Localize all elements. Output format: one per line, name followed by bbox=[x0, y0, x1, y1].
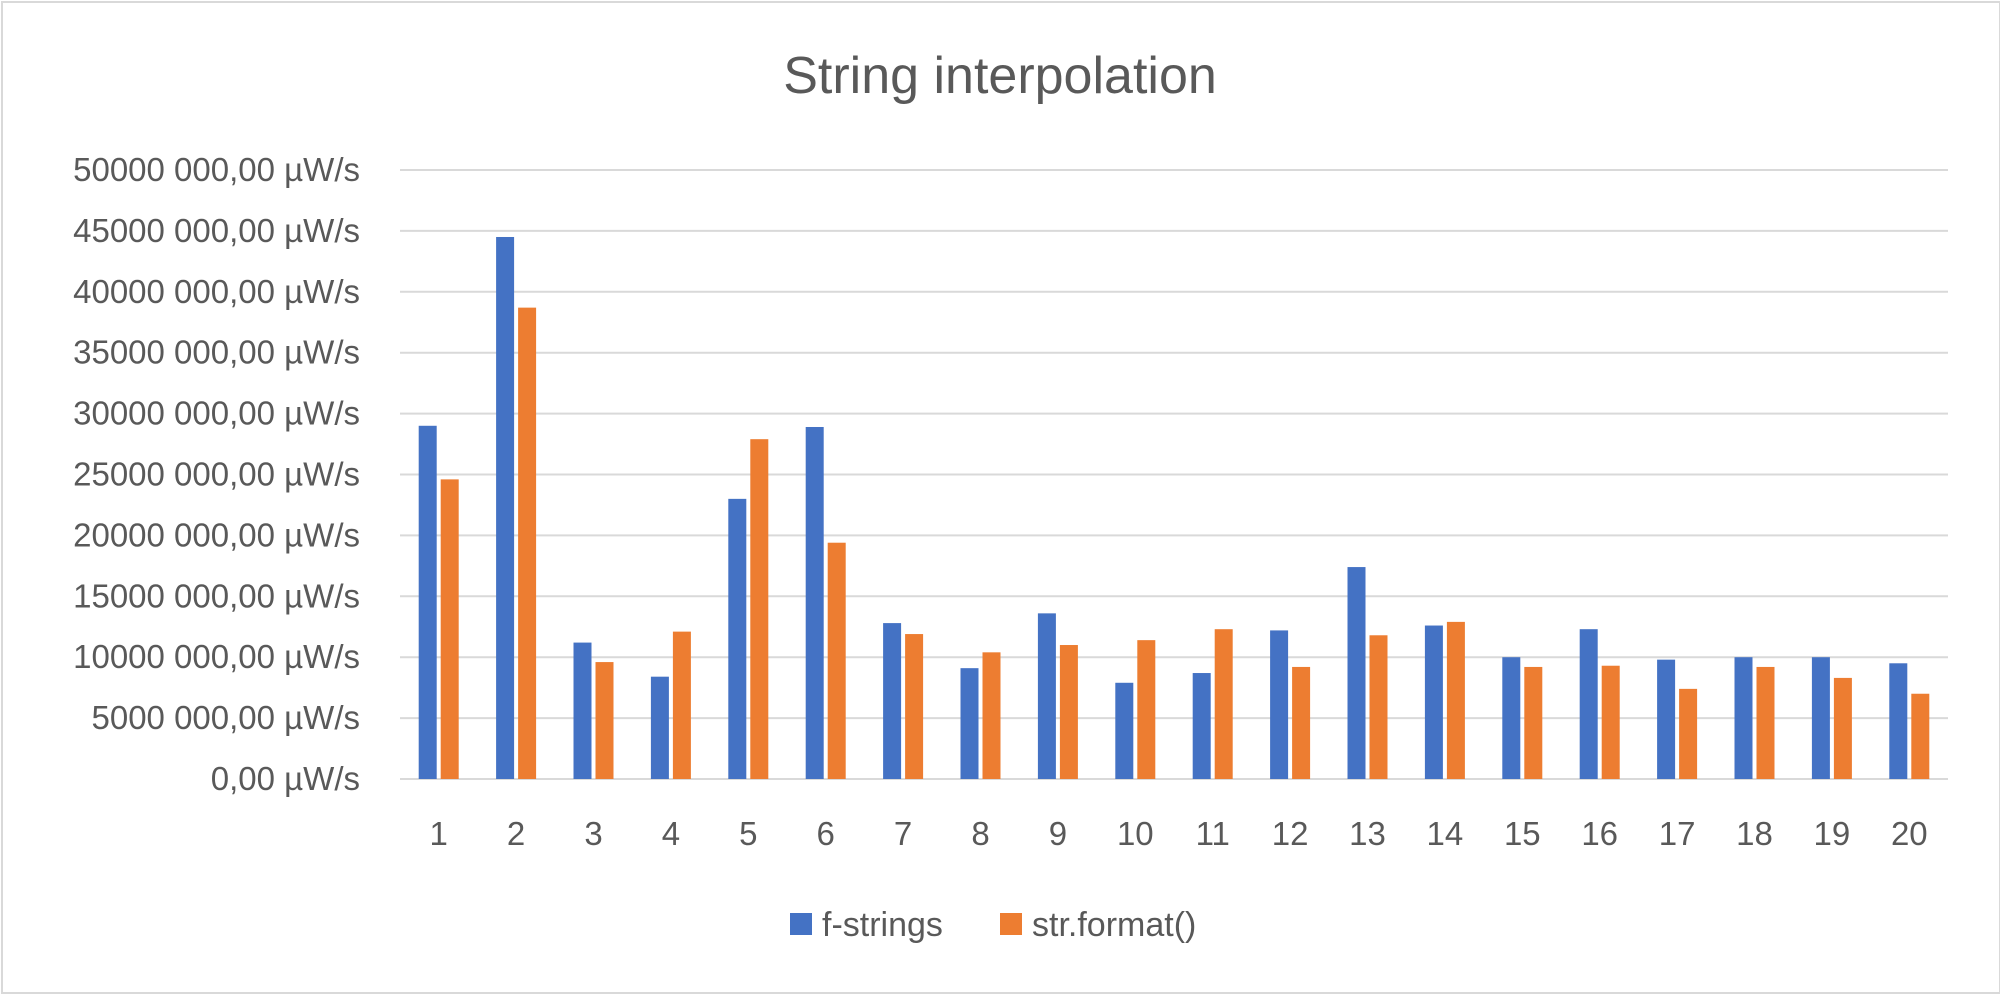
bar-f-strings-14 bbox=[1424, 625, 1443, 779]
x-tick-label: 4 bbox=[662, 815, 680, 852]
bar-str-format-10 bbox=[1137, 640, 1156, 779]
bar-f-strings-18 bbox=[1734, 657, 1753, 779]
bar-f-strings-16 bbox=[1579, 629, 1598, 779]
x-tick-label: 19 bbox=[1814, 815, 1851, 852]
bar-f-strings-6 bbox=[805, 426, 824, 779]
bar-f-strings-19 bbox=[1811, 657, 1830, 779]
y-tick-label: 50000 000,00 µW/s bbox=[73, 151, 360, 188]
bar-f-strings-1 bbox=[418, 425, 437, 779]
bar-str-format-6 bbox=[827, 542, 846, 779]
x-tick-label: 12 bbox=[1272, 815, 1309, 852]
x-tick-label: 11 bbox=[1196, 815, 1230, 852]
chart-title: String interpolation bbox=[783, 47, 1217, 105]
bar-str-format-8 bbox=[982, 652, 1001, 779]
x-axis-tick-labels: 1 2 3 4 5 6 7 8 9 10 11 12 13 14 15 16 17 18 19 20 bbox=[430, 815, 1928, 852]
bar-str-format-1 bbox=[440, 479, 459, 779]
legend-label-str-format: str.format() bbox=[1032, 906, 1196, 944]
x-tick-label: 9 bbox=[1049, 815, 1067, 852]
x-tick-label: 3 bbox=[584, 815, 602, 852]
legend-swatch-str-format bbox=[1000, 913, 1022, 935]
x-tick-label: 20 bbox=[1891, 815, 1928, 852]
x-tick-label: 1 bbox=[430, 815, 448, 852]
x-tick-label: 18 bbox=[1736, 815, 1773, 852]
bar-str-format-3 bbox=[595, 662, 614, 779]
bar-f-strings-3 bbox=[573, 642, 592, 779]
bar-str-format-13 bbox=[1369, 635, 1388, 779]
legend-label-f-strings: f-strings bbox=[822, 906, 943, 944]
x-tick-label: 7 bbox=[894, 815, 912, 852]
x-tick-label: 15 bbox=[1504, 815, 1541, 852]
bar-f-strings-4 bbox=[650, 676, 669, 779]
bar-f-strings-12 bbox=[1270, 630, 1289, 779]
y-tick-label: 25000 000,00 µW/s bbox=[73, 456, 360, 493]
bar-f-strings-7 bbox=[883, 623, 902, 779]
y-tick-label: 35000 000,00 µW/s bbox=[73, 334, 360, 371]
bar-f-strings-2 bbox=[496, 236, 515, 780]
bar-str-format-11 bbox=[1214, 629, 1233, 779]
x-tick-label: 2 bbox=[507, 815, 525, 852]
gridlines bbox=[400, 169, 1948, 780]
bar-str-format-17 bbox=[1679, 688, 1698, 779]
x-tick-label: 10 bbox=[1117, 815, 1154, 852]
y-tick-label: 0,00 µW/s bbox=[211, 760, 360, 797]
bar-f-strings-20 bbox=[1889, 663, 1908, 779]
bars bbox=[418, 236, 1930, 780]
x-tick-label: 8 bbox=[971, 815, 989, 852]
x-tick-label: 17 bbox=[1659, 815, 1696, 852]
y-tick-label: 45000 000,00 µW/s bbox=[73, 212, 360, 249]
y-tick-label: 15000 000,00 µW/s bbox=[73, 577, 360, 614]
x-tick-label: 16 bbox=[1581, 815, 1618, 852]
x-tick-label: 13 bbox=[1349, 815, 1386, 852]
x-tick-label: 14 bbox=[1427, 815, 1464, 852]
bar-str-format-14 bbox=[1446, 621, 1465, 779]
bar-str-format-18 bbox=[1756, 666, 1775, 779]
bar-str-format-20 bbox=[1911, 693, 1930, 779]
bar-str-format-7 bbox=[905, 634, 924, 779]
legend-swatch-f-strings bbox=[790, 913, 812, 935]
bar-f-strings-8 bbox=[960, 668, 979, 779]
y-axis-tick-labels: 0,00 µW/s 5000 000,00 µW/s 10000 000,00 µW… bbox=[73, 151, 360, 797]
x-tick-label: 6 bbox=[817, 815, 835, 852]
y-tick-label: 20000 000,00 µW/s bbox=[73, 516, 360, 553]
y-tick-label: 5000 000,00 µW/s bbox=[91, 699, 360, 736]
y-tick-label: 10000 000,00 µW/s bbox=[73, 638, 360, 675]
bar-f-strings-11 bbox=[1192, 673, 1211, 779]
x-tick-label: 5 bbox=[739, 815, 757, 852]
bar-str-format-15 bbox=[1524, 666, 1543, 779]
bar-str-format-2 bbox=[518, 307, 537, 779]
y-tick-label: 30000 000,00 µW/s bbox=[73, 395, 360, 432]
bar-f-strings-10 bbox=[1115, 682, 1134, 779]
bar-str-format-19 bbox=[1833, 677, 1852, 779]
bar-f-strings-9 bbox=[1037, 613, 1056, 779]
y-tick-label: 40000 000,00 µW/s bbox=[73, 273, 360, 310]
bar-str-format-12 bbox=[1292, 666, 1311, 779]
bar-str-format-5 bbox=[750, 439, 769, 779]
bar-str-format-9 bbox=[1059, 645, 1078, 779]
bar-str-format-4 bbox=[672, 631, 691, 779]
bar-f-strings-17 bbox=[1657, 659, 1676, 779]
bar-str-format-16 bbox=[1601, 665, 1620, 779]
bar-f-strings-15 bbox=[1502, 657, 1521, 779]
bar-f-strings-5 bbox=[728, 498, 747, 779]
bar-f-strings-13 bbox=[1347, 567, 1366, 779]
legend: f-strings str.format() bbox=[790, 906, 1196, 944]
